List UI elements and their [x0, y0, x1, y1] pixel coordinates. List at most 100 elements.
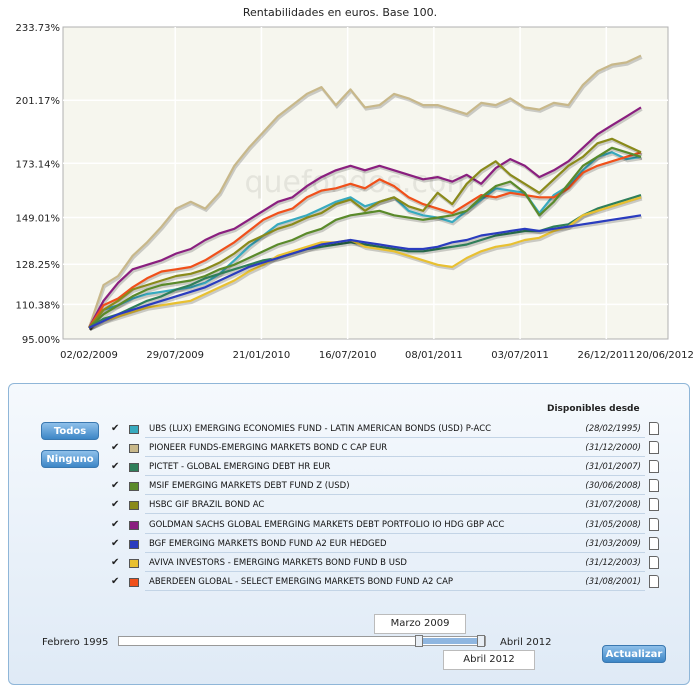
fund-name: MSIF EMERGING MARKETS DEBT FUND Z (USD) [149, 481, 350, 492]
series-shadow [89, 216, 643, 331]
plot-area [62, 26, 669, 340]
fund-checkbox[interactable]: ✔ [111, 442, 120, 454]
document-icon[interactable] [649, 536, 659, 550]
document-icon[interactable] [649, 479, 659, 493]
fund-start-date: (31/05/2008) [585, 519, 641, 530]
select-all-button[interactable]: Todos [41, 422, 99, 440]
row-divider [145, 494, 645, 496]
fund-color-swatch [129, 501, 139, 511]
document-icon[interactable] [649, 422, 659, 435]
document-icon[interactable] [649, 441, 659, 455]
fund-row: ✔ MSIF EMERGING MARKETS DEBT FUND Z (USD)… [111, 478, 659, 496]
document-icon[interactable] [649, 498, 659, 512]
row-divider [145, 532, 645, 534]
range-selection [419, 638, 485, 644]
document-icon[interactable] [649, 517, 659, 531]
fund-row: ✔ AVIVA INVESTORS - EMERGING MARKETS BOND… [111, 555, 659, 573]
series-shadow [89, 148, 643, 331]
fund-row: ✔ GOLDMAN SACHS GLOBAL EMERGING MARKETS D… [111, 517, 659, 535]
row-divider [145, 437, 645, 438]
fund-row: ✔ BGF EMERGING MARKETS BOND FUND A2 EUR H… [111, 536, 659, 554]
row-divider [145, 570, 645, 572]
fund-checkbox[interactable]: ✔ [111, 461, 120, 473]
document-icon[interactable] [649, 574, 659, 588]
fund-name: GOLDMAN SACHS GLOBAL EMERGING MARKETS DE… [149, 519, 505, 530]
series-line-goldman [88, 106, 642, 329]
series-shadow [88, 56, 643, 331]
row-divider [145, 551, 645, 553]
range-end-field[interactable]: Abril 2012 [443, 650, 535, 670]
fund-name: PIONEER FUNDS-EMERGING MARKETS BOND C CA… [149, 443, 388, 454]
y-tick-label: 173.14% [16, 159, 61, 170]
range-start-handle[interactable] [415, 635, 424, 647]
y-tick-label: 128.25% [16, 260, 61, 271]
fund-checkbox[interactable]: ✔ [111, 556, 120, 568]
fund-color-swatch [129, 482, 139, 492]
y-tick-label: 233.73% [16, 23, 61, 34]
range-start-field[interactable]: Marzo 2009 [374, 614, 466, 634]
update-button[interactable]: Actualizar [602, 645, 666, 663]
fund-checkbox[interactable]: ✔ [111, 480, 120, 492]
fund-color-swatch [129, 558, 139, 568]
fund-start-date: (31/01/2007) [585, 462, 641, 473]
x-tick-label: 26/12/2011 [577, 350, 635, 361]
fund-checkbox[interactable]: ✔ [111, 499, 120, 511]
y-tick-label: 201.17% [16, 96, 61, 107]
y-tick-label: 110.38% [16, 300, 61, 311]
y-tick-label: 149.01% [16, 214, 61, 225]
row-divider [145, 456, 645, 458]
fund-name: AVIVA INVESTORS - EMERGING MARKETS BOND … [149, 557, 407, 568]
fund-color-swatch [129, 520, 139, 530]
series-line-pictet [88, 194, 642, 329]
document-icon[interactable] [649, 460, 659, 474]
chart-title: Rentabilidades en euros. Base 100. [243, 6, 437, 19]
row-divider [145, 513, 645, 515]
series-line-pioneer [87, 54, 642, 329]
fund-start-date: (31/12/2000) [585, 443, 641, 454]
fund-checkbox[interactable]: ✔ [111, 423, 120, 434]
fund-selector-panel: Todos Ninguno Disponibles desde ✔ UBS (LU… [8, 383, 690, 685]
series-line-msif [88, 146, 642, 329]
fund-name: ABERDEEN GLOBAL - SELECT EMERGING MARKET… [149, 576, 454, 587]
fund-start-date: (31/08/2001) [585, 576, 641, 587]
fund-name: UBS (LUX) EMERGING ECONOMIES FUND - LATI… [149, 424, 492, 434]
fund-color-swatch [129, 463, 139, 473]
series-line-aberdeen [88, 151, 642, 329]
fund-checkbox[interactable]: ✔ [111, 518, 120, 530]
series-line-aviva [88, 196, 642, 329]
range-min-label: Febrero 1995 [42, 637, 109, 648]
fund-start-date: (31/07/2008) [585, 500, 641, 511]
fund-checkbox[interactable]: ✔ [111, 537, 120, 549]
range-slider[interactable] [118, 635, 486, 647]
fund-name: PICTET - GLOBAL EMERGING DEBT HR EUR [149, 462, 331, 473]
fund-start-date: (31/12/2003) [585, 557, 641, 568]
y-tick-label: 95.00% [22, 335, 60, 346]
select-none-button[interactable]: Ninguno [41, 450, 99, 468]
fund-row: ✔ ABERDEEN GLOBAL - SELECT EMERGING MARKE… [111, 574, 659, 592]
x-tick-label: 29/07/2009 [146, 350, 204, 361]
fund-start-date: (30/06/2008) [585, 481, 641, 492]
fund-name: BGF EMERGING MARKETS BOND FUND A2 EUR HE… [149, 538, 387, 549]
x-tick-label: 20/06/2012 [636, 350, 694, 361]
range-end-handle[interactable] [477, 635, 485, 647]
series-shadow [88, 108, 643, 331]
series-shadow [89, 198, 643, 331]
series-line-bgf [88, 214, 642, 329]
fund-checkbox[interactable]: ✔ [111, 575, 120, 587]
x-tick-label: 21/01/2010 [233, 350, 291, 361]
returns-chart: Rentabilidades en euros. Base 100. quefo… [16, 6, 694, 361]
fund-color-swatch [129, 577, 139, 587]
series-shadow [89, 152, 643, 331]
fund-color-swatch [129, 425, 139, 434]
document-icon[interactable] [649, 555, 659, 569]
fund-color-swatch [129, 444, 139, 454]
fund-row: ✔ HSBC GIF BRAZIL BOND AC (31/07/2008) [111, 497, 659, 515]
range-max-label: Abril 2012 [500, 637, 552, 648]
fund-start-date: (28/02/1995) [585, 424, 641, 434]
fund-row: ✔ PIONEER FUNDS-EMERGING MARKETS BOND C C… [111, 440, 659, 458]
fund-row: ✔ UBS (LUX) EMERGING ECONOMIES FUND - LAT… [111, 421, 659, 439]
fund-color-swatch [129, 539, 139, 549]
x-tick-label: 08/01/2011 [405, 350, 463, 361]
series-line-hsbc [88, 137, 642, 329]
fund-row: ✔ PICTET - GLOBAL EMERGING DEBT HR EUR (31… [111, 459, 659, 477]
